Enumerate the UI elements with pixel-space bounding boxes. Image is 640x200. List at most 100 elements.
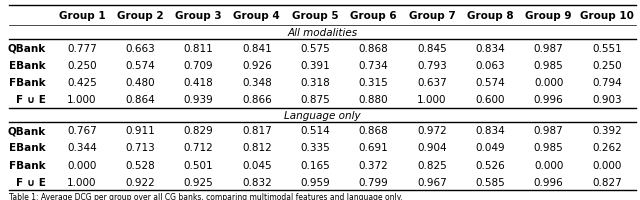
Text: 0.985: 0.985 [534,61,563,71]
Text: 0.585: 0.585 [476,177,505,187]
Text: 0.972: 0.972 [417,126,447,136]
Text: Group 5: Group 5 [292,11,339,21]
Text: 0.713: 0.713 [125,143,155,153]
Text: 0.391: 0.391 [300,61,330,71]
Text: 0.832: 0.832 [242,177,272,187]
Text: 0.777: 0.777 [67,44,97,54]
Text: 0.501: 0.501 [184,160,213,170]
Text: 0.880: 0.880 [359,95,388,105]
Text: 0.637: 0.637 [417,78,447,88]
Text: 0.526: 0.526 [476,160,505,170]
Text: 0.734: 0.734 [358,61,388,71]
Text: 0.318: 0.318 [300,78,330,88]
Text: 0.845: 0.845 [417,44,447,54]
Text: 0.925: 0.925 [184,177,213,187]
Text: 0.793: 0.793 [417,61,447,71]
Text: 0.663: 0.663 [125,44,155,54]
Text: Group 7: Group 7 [408,11,455,21]
Text: QBank: QBank [8,126,46,136]
Text: Group 2: Group 2 [117,11,163,21]
Text: 0.392: 0.392 [592,126,622,136]
Text: 0.841: 0.841 [242,44,272,54]
Text: 0.425: 0.425 [67,78,97,88]
Text: 0.922: 0.922 [125,177,155,187]
Text: 0.903: 0.903 [592,95,622,105]
Text: 0.939: 0.939 [184,95,213,105]
Text: FBank: FBank [10,160,46,170]
Text: 0.834: 0.834 [476,44,505,54]
Text: 0.834: 0.834 [476,126,505,136]
Text: 0.866: 0.866 [242,95,272,105]
Text: 0.691: 0.691 [358,143,388,153]
Text: 0.868: 0.868 [358,126,388,136]
Text: Group 4: Group 4 [234,11,280,21]
Text: 0.996: 0.996 [534,177,563,187]
Text: 0.480: 0.480 [125,78,155,88]
Text: 1.000: 1.000 [67,177,97,187]
Text: 0.811: 0.811 [184,44,213,54]
Text: Group 8: Group 8 [467,11,513,21]
Text: Group 9: Group 9 [525,11,572,21]
Text: 0.709: 0.709 [184,61,213,71]
Text: Group 6: Group 6 [350,11,397,21]
Text: EBank: EBank [10,61,46,71]
Text: 0.817: 0.817 [242,126,272,136]
Text: 0.344: 0.344 [67,143,97,153]
Text: Language only: Language only [284,110,361,120]
Text: 0.825: 0.825 [417,160,447,170]
Text: 0.372: 0.372 [358,160,388,170]
Text: 1.000: 1.000 [417,95,447,105]
Text: 0.712: 0.712 [184,143,213,153]
Text: 0.063: 0.063 [476,61,505,71]
Text: 0.926: 0.926 [242,61,272,71]
Text: 0.600: 0.600 [476,95,505,105]
Text: 0.987: 0.987 [534,44,563,54]
Text: 0.049: 0.049 [476,143,505,153]
Text: 0.985: 0.985 [534,143,563,153]
Text: 0.904: 0.904 [417,143,447,153]
Text: Table 1: Average DCG per group over all CG banks, comparing multimodal features : Table 1: Average DCG per group over all … [9,192,402,200]
Text: All modalities: All modalities [287,28,358,38]
Text: 0.250: 0.250 [592,61,622,71]
Text: 0.967: 0.967 [417,177,447,187]
Text: 0.000: 0.000 [592,160,621,170]
Text: Group 3: Group 3 [175,11,222,21]
Text: 0.575: 0.575 [300,44,330,54]
Text: 0.528: 0.528 [125,160,155,170]
Text: Group 10: Group 10 [580,11,634,21]
Text: 0.959: 0.959 [300,177,330,187]
Text: 0.348: 0.348 [242,78,272,88]
Text: 0.315: 0.315 [358,78,388,88]
Text: 0.574: 0.574 [125,61,155,71]
Text: 0.767: 0.767 [67,126,97,136]
Text: 0.911: 0.911 [125,126,155,136]
Text: QBank: QBank [8,44,46,54]
Text: EBank: EBank [10,143,46,153]
Text: 0.514: 0.514 [300,126,330,136]
Text: 0.987: 0.987 [534,126,563,136]
Text: 1.000: 1.000 [67,95,97,105]
Text: 0.799: 0.799 [358,177,388,187]
Text: 0.794: 0.794 [592,78,622,88]
Text: 0.868: 0.868 [358,44,388,54]
Text: 0.000: 0.000 [534,160,563,170]
Text: F ∪ E: F ∪ E [16,177,46,187]
Text: FBank: FBank [10,78,46,88]
Text: Group 1: Group 1 [58,11,105,21]
Text: 0.262: 0.262 [592,143,622,153]
Text: 0.000: 0.000 [67,160,97,170]
Text: 0.250: 0.250 [67,61,97,71]
Text: F ∪ E: F ∪ E [16,95,46,105]
Text: 0.165: 0.165 [300,160,330,170]
Text: 0.335: 0.335 [300,143,330,153]
Text: 0.574: 0.574 [476,78,505,88]
Text: 0.812: 0.812 [242,143,272,153]
Text: 0.827: 0.827 [592,177,622,187]
Text: 0.864: 0.864 [125,95,155,105]
Text: 0.000: 0.000 [534,78,563,88]
Text: 0.875: 0.875 [300,95,330,105]
Text: 0.996: 0.996 [534,95,563,105]
Text: 0.829: 0.829 [184,126,213,136]
Text: 0.045: 0.045 [242,160,272,170]
Text: 0.418: 0.418 [184,78,213,88]
